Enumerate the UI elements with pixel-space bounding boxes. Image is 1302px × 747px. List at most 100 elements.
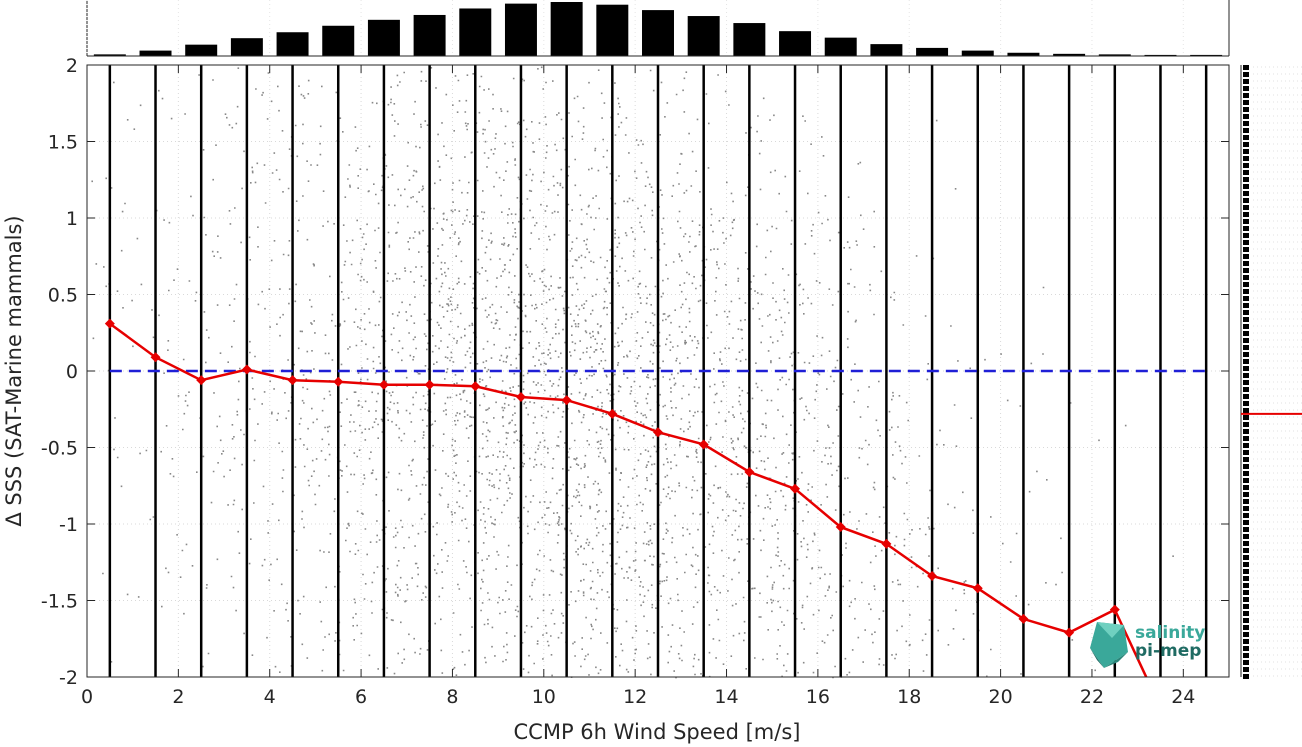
side-bar	[1243, 660, 1249, 665]
side-bar	[1243, 478, 1249, 483]
side-bar	[1243, 394, 1249, 399]
x-tick-label: 0	[81, 686, 93, 708]
side-bar	[1243, 359, 1249, 364]
top-histogram	[86, 0, 1230, 57]
side-bar	[1243, 338, 1249, 343]
side-bar	[1243, 380, 1249, 385]
side-bar	[1243, 219, 1249, 224]
side-bar	[1243, 121, 1249, 126]
side-bar	[1243, 590, 1249, 595]
side-bar	[1243, 86, 1249, 91]
side-bar	[1243, 163, 1249, 168]
side-bar	[1243, 240, 1249, 245]
side-bar	[1243, 674, 1249, 679]
median-point	[881, 538, 892, 549]
median-point	[698, 439, 709, 450]
side-bar	[1243, 569, 1249, 574]
side-bar	[1243, 464, 1249, 469]
logo-line2: pi-mep	[1135, 641, 1201, 661]
median-point	[515, 392, 526, 403]
side-bar	[1243, 436, 1249, 441]
histogram-bar	[779, 31, 812, 56]
side-bar	[1243, 632, 1249, 637]
median-point	[1109, 604, 1120, 615]
side-bar	[1243, 93, 1249, 98]
median-point	[1018, 613, 1029, 624]
side-bar	[1243, 128, 1249, 133]
median-point	[561, 395, 572, 406]
side-bar	[1243, 261, 1249, 266]
histogram-bar	[733, 23, 766, 57]
side-bar	[1243, 65, 1249, 70]
side-bar	[1243, 387, 1249, 392]
side-bar	[1243, 492, 1249, 497]
side-bar	[1243, 170, 1249, 175]
histogram-bar	[185, 44, 218, 56]
side-bar	[1243, 107, 1249, 112]
side-bar	[1243, 114, 1249, 119]
histogram-bar	[596, 4, 629, 56]
side-bar	[1243, 555, 1249, 560]
side-bar	[1243, 548, 1249, 553]
side-bar	[1243, 499, 1249, 504]
side-bar	[1243, 604, 1249, 609]
histogram-bar	[1007, 52, 1040, 56]
side-bar	[1243, 422, 1249, 427]
median-point	[1064, 627, 1075, 638]
median-point	[424, 379, 435, 390]
median-point	[790, 483, 801, 494]
median-point	[972, 583, 983, 594]
side-bar	[1243, 534, 1249, 539]
x-tick-label: 8	[446, 686, 458, 708]
median-point	[607, 408, 618, 419]
median-point	[835, 522, 846, 533]
histogram-bar	[1144, 54, 1177, 56]
histogram-bar	[1190, 54, 1223, 56]
side-bar	[1243, 373, 1249, 378]
x-tick-label: 12	[623, 686, 647, 708]
side-bar	[1243, 156, 1249, 161]
median-point	[150, 352, 161, 363]
logo-line1: salinity	[1135, 623, 1205, 643]
side-bar	[1243, 618, 1249, 623]
y-tick-label: 1	[66, 208, 78, 230]
side-panel	[1240, 65, 1302, 679]
histogram-bar	[230, 38, 263, 56]
x-tick-label: 14	[714, 686, 738, 708]
side-bar	[1243, 611, 1249, 616]
side-bar	[1243, 247, 1249, 252]
median-point	[104, 318, 115, 329]
side-bar	[1243, 408, 1249, 413]
side-bar	[1243, 275, 1249, 280]
histogram-bar	[687, 16, 720, 56]
side-bar	[1243, 506, 1249, 511]
side-bar	[1243, 471, 1249, 476]
side-bar	[1243, 317, 1249, 322]
side-bar	[1243, 576, 1249, 581]
x-tick-label: 6	[355, 686, 367, 708]
side-bar	[1243, 184, 1249, 189]
y-tick-label: -1	[59, 514, 78, 536]
side-bar	[1243, 541, 1249, 546]
side-bar	[1243, 597, 1249, 602]
side-bar	[1243, 142, 1249, 147]
histogram-bar	[824, 37, 857, 56]
median-point	[653, 427, 663, 438]
histogram-bar	[1098, 54, 1131, 56]
side-bar	[1243, 324, 1249, 329]
side-bar	[1243, 457, 1249, 462]
side-bar	[1243, 191, 1249, 196]
median-point	[333, 376, 344, 387]
side-bar	[1243, 415, 1249, 420]
side-bar	[1243, 72, 1249, 77]
side-bar	[1243, 653, 1249, 658]
histogram-bar	[322, 25, 355, 56]
median-point	[470, 381, 481, 392]
x-tick-label: 22	[1080, 686, 1104, 708]
x-axis-label: CCMP 6h Wind Speed [m/s]	[514, 720, 801, 744]
histogram-bar	[367, 19, 400, 56]
median-point	[378, 379, 389, 390]
histogram-bar	[961, 50, 994, 56]
side-bar	[1243, 198, 1249, 203]
